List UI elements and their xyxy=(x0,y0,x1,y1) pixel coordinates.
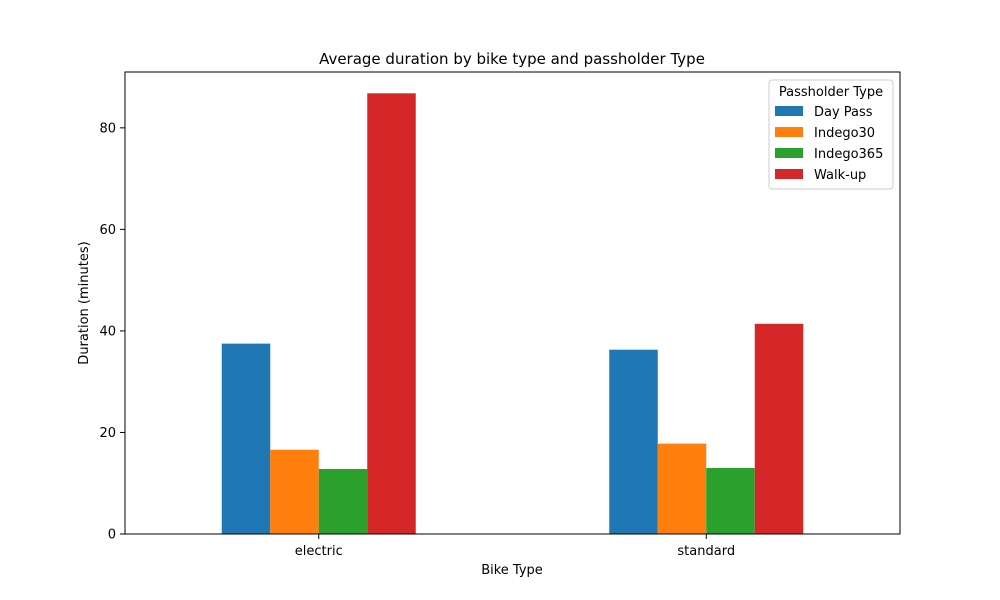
legend-swatch xyxy=(775,127,803,137)
legend-swatch xyxy=(775,169,803,179)
legend-title: Passholder Type xyxy=(779,85,883,100)
x-axis: electric standard xyxy=(295,534,735,559)
y-axis-label: Duration (minutes) xyxy=(77,241,92,364)
x-tick-label: electric xyxy=(295,544,343,559)
y-tick-label: 40 xyxy=(99,324,116,339)
y-axis: 0 20 40 60 80 xyxy=(99,121,125,543)
bars-group xyxy=(221,93,804,535)
legend-label: Day Pass xyxy=(814,105,873,120)
chart-title: Average duration by bike type and passho… xyxy=(319,50,705,68)
y-tick-label: 80 xyxy=(99,121,116,136)
legend-label: Indego30 xyxy=(814,126,875,141)
legend-swatch xyxy=(775,148,803,158)
x-axis-label: Bike Type xyxy=(481,563,543,578)
bar-standard-walk-up xyxy=(754,323,804,534)
x-tick-label: standard xyxy=(677,544,735,559)
legend-swatch xyxy=(775,106,803,116)
y-tick-label: 0 xyxy=(108,528,116,543)
legend-items: Day Pass Indego30 Indego365 Walk-up xyxy=(775,105,883,183)
legend-label: Walk-up xyxy=(814,168,866,183)
bar-electric-day-pass xyxy=(221,343,271,534)
plot-area-frame xyxy=(124,71,901,535)
bar-electric-walk-up xyxy=(367,93,416,535)
y-tick-label: 20 xyxy=(99,426,116,441)
legend-label: Indego365 xyxy=(814,147,883,162)
bar-electric-indego30 xyxy=(270,449,319,534)
y-tick-label: 60 xyxy=(99,223,116,238)
bar-electric-indego365 xyxy=(318,469,368,534)
bar-standard-indego30 xyxy=(657,443,707,534)
bar-standard-indego365 xyxy=(706,468,755,534)
bar-standard-day-pass xyxy=(609,349,658,534)
legend: Passholder Type Day Pass Indego30 Indego36… xyxy=(768,79,894,190)
